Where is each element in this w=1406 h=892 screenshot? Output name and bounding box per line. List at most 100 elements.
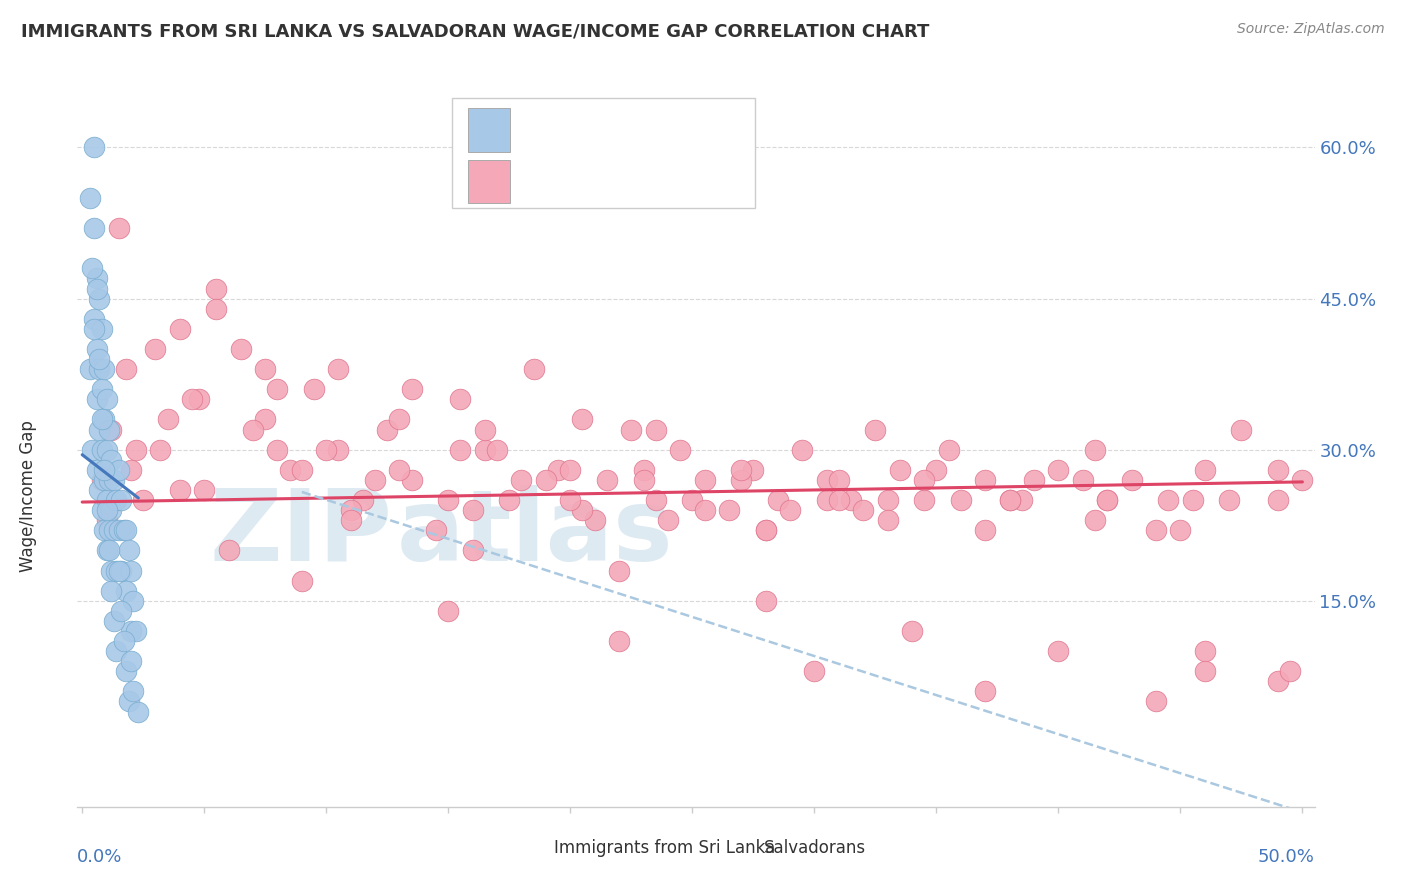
Point: [974, 473, 997, 487]
Text: IMMIGRANTS FROM SRI LANKA VS SALVADORAN WAGE/INCOME GAP CORRELATION CHART: IMMIGRANTS FROM SRI LANKA VS SALVADORAN …: [21, 22, 929, 40]
Point: [560, 463, 582, 477]
Point: [1194, 644, 1216, 658]
Point: [89, 423, 111, 437]
Point: [828, 493, 851, 508]
Point: [266, 442, 288, 457]
Point: [278, 463, 301, 477]
Point: [401, 473, 423, 487]
Point: [117, 694, 139, 708]
Point: [401, 382, 423, 396]
Point: [498, 493, 520, 508]
Point: [974, 684, 997, 698]
Point: [607, 564, 630, 578]
Point: [1095, 493, 1118, 508]
Text: -0.070: -0.070: [569, 121, 633, 139]
Point: [644, 493, 666, 508]
Point: [188, 392, 211, 407]
Point: [93, 523, 115, 537]
Point: [633, 463, 655, 477]
Point: [254, 362, 277, 376]
Point: [181, 392, 204, 407]
Point: [122, 684, 145, 698]
Point: [876, 513, 898, 527]
Point: [132, 493, 155, 508]
Point: [1095, 493, 1118, 508]
Point: [901, 624, 924, 638]
Text: R =: R =: [523, 172, 561, 190]
Point: [560, 493, 582, 508]
FancyBboxPatch shape: [728, 833, 761, 864]
Point: [730, 463, 752, 477]
Point: [115, 583, 138, 598]
Point: [938, 442, 960, 457]
Point: [1144, 694, 1167, 708]
Point: [96, 543, 118, 558]
Point: [89, 351, 111, 366]
Point: [108, 564, 131, 578]
Point: [115, 362, 138, 376]
Point: [205, 301, 228, 316]
Point: [103, 523, 125, 537]
Point: [156, 412, 179, 426]
Point: [89, 483, 111, 497]
Text: Wage/Income Gap: Wage/Income Gap: [18, 420, 37, 573]
Point: [86, 271, 108, 285]
Point: [352, 493, 374, 508]
Point: [1267, 674, 1289, 689]
Point: [425, 523, 447, 537]
Point: [120, 624, 142, 638]
Point: [766, 493, 789, 508]
Point: [754, 594, 776, 608]
Point: [461, 543, 484, 558]
Point: [828, 473, 851, 487]
Point: [1170, 523, 1192, 537]
Point: [105, 564, 128, 578]
Point: [100, 503, 122, 517]
Point: [86, 463, 108, 477]
Point: [523, 362, 546, 376]
Point: [644, 423, 666, 437]
Point: [115, 665, 138, 679]
Point: [607, 634, 630, 648]
Point: [125, 442, 148, 457]
Point: [792, 442, 814, 457]
Point: [302, 382, 325, 396]
Point: [100, 452, 122, 467]
Point: [486, 442, 509, 457]
Point: [93, 473, 115, 487]
Point: [93, 463, 115, 477]
Point: [1047, 463, 1070, 477]
Point: [169, 322, 191, 336]
Point: [1267, 463, 1289, 477]
Point: [364, 473, 387, 487]
Point: [254, 412, 277, 426]
Point: [79, 362, 101, 376]
Point: [218, 543, 240, 558]
Point: [96, 493, 118, 508]
Point: [112, 634, 135, 648]
Point: [949, 493, 972, 508]
Point: [125, 624, 148, 638]
Point: [108, 221, 131, 235]
Point: [1071, 473, 1094, 487]
Point: [103, 473, 125, 487]
Point: [145, 342, 167, 356]
Point: [229, 342, 252, 356]
Point: [657, 513, 679, 527]
Point: [105, 493, 128, 508]
Text: Source: ZipAtlas.com: Source: ZipAtlas.com: [1237, 22, 1385, 37]
Point: [328, 362, 350, 376]
Point: [1022, 473, 1045, 487]
Point: [803, 665, 825, 679]
Point: [693, 473, 716, 487]
Point: [437, 493, 460, 508]
Point: [461, 503, 484, 517]
Point: [1194, 665, 1216, 679]
Point: [83, 322, 105, 336]
Point: [998, 493, 1021, 508]
Point: [510, 473, 533, 487]
Point: [108, 463, 131, 477]
Point: [193, 483, 215, 497]
Point: [450, 442, 472, 457]
Point: [115, 523, 138, 537]
